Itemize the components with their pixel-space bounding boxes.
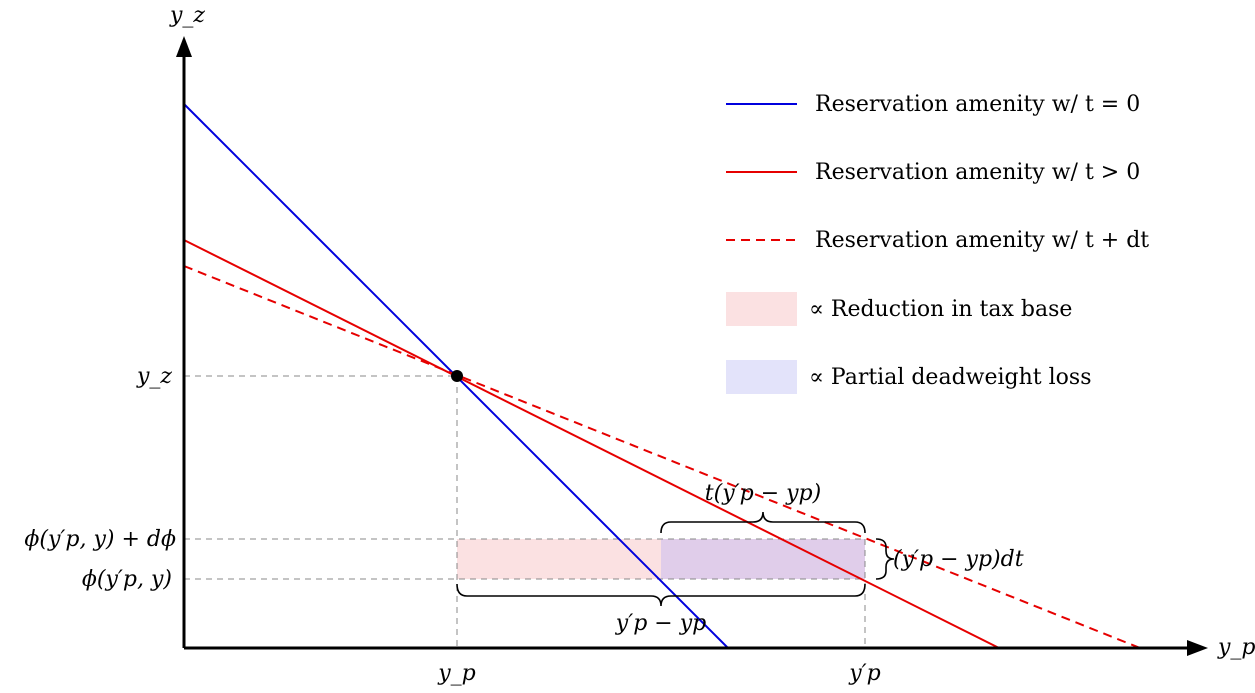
legend-label-t: Reservation amenity w/ t > 0 [815,160,1140,185]
legend-label-tdt: Reservation amenity w/ t + dt [815,228,1149,253]
y-axis-label: y_z [169,3,205,28]
red-line-t [183,239,1000,649]
intersection-point [451,370,463,382]
legend-label-deadweight: ∝ Partial deadweight loss [809,365,1092,390]
legend-label-t0: Reservation amenity w/ t = 0 [815,92,1140,117]
tick-phi: ϕ(y′p, y) [82,567,172,592]
tick-yz: y_z [136,364,172,389]
deadweight-loss-region [661,539,865,579]
red-dashed-line-tdt [183,265,1141,649]
y-axis-arrowhead [176,36,192,57]
legend-swatch-purple [726,360,797,394]
tick-phi-plus: ϕ(y′p, y) + dϕ [24,527,176,552]
tax-brace [660,511,866,534]
bottom-brace [456,583,866,607]
dt-brace-label: (y′p − yp)dt [893,547,1024,572]
bottom-brace-label: y′p − yp [615,611,706,636]
legend-label-tax-base: ∝ Reduction in tax base [809,297,1072,322]
guide-lines [184,375,866,648]
legend: Reservation amenity w/ t = 0 Reservation… [726,92,1149,394]
dt-brace [875,538,895,580]
x-axis-arrowhead [1187,640,1208,656]
x-axis-label: y_p [1217,635,1255,660]
tax-brace-label: t(y′p − yp) [705,481,821,506]
tick-yp-prime: y′p [848,661,881,686]
tick-yp: y_p [437,661,476,686]
legend-swatch-pink [726,292,797,326]
tax-base-region [457,539,661,579]
